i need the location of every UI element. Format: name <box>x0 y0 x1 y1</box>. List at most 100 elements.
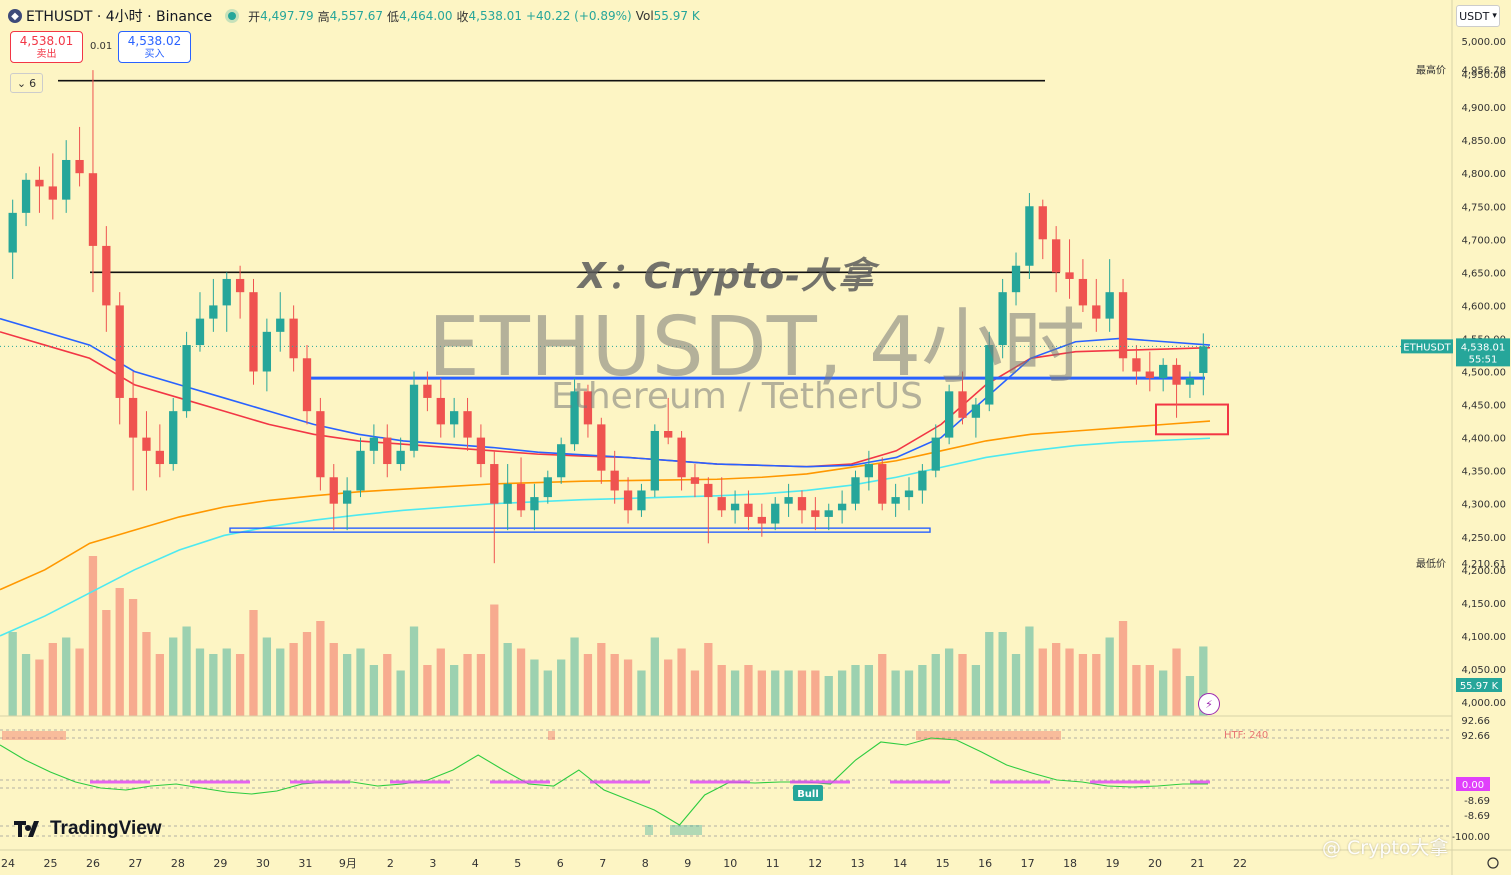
tradingview-logo-icon <box>14 821 39 837</box>
osc-zone <box>2 731 66 740</box>
candle <box>396 450 405 465</box>
symbol-title[interactable]: ETHUSDT · 4小时 · Binance <box>26 9 213 25</box>
volume-bar <box>62 637 71 716</box>
volume-bar <box>450 665 459 716</box>
volume-bar <box>195 648 205 716</box>
candle <box>516 483 526 511</box>
buy-button[interactable]: 4,538.02 买入 <box>118 31 191 63</box>
candle <box>463 411 472 438</box>
volume-bar <box>811 670 820 716</box>
time-tick: 16 <box>978 857 992 870</box>
candle <box>971 404 981 418</box>
volume-bar <box>998 632 1007 716</box>
volume-bar <box>128 599 138 716</box>
time-tick: 10 <box>723 857 737 870</box>
volume-bar <box>75 648 84 716</box>
price-tick: 4,050.00 <box>1461 665 1506 676</box>
time-tick: 15 <box>936 857 950 870</box>
volume-bar <box>209 654 218 716</box>
low-label: 低 <box>387 9 400 24</box>
candle <box>62 159 71 200</box>
candle <box>142 437 151 451</box>
volume-bar <box>48 643 57 716</box>
bull-badge <box>793 785 823 801</box>
indicator-collapse-button[interactable]: ⌄ 6 <box>10 73 43 93</box>
volume-bar <box>155 654 164 716</box>
volume-bar <box>342 654 352 716</box>
change-value: +40.22 (+0.89%) <box>525 9 632 23</box>
volume-bar <box>530 659 539 716</box>
candle <box>1092 305 1101 319</box>
volume-bar <box>690 670 700 716</box>
time-tick: 8 <box>642 857 649 870</box>
candle <box>1118 292 1128 359</box>
price-tick: 4,450.00 <box>1461 401 1506 412</box>
candle <box>931 437 940 471</box>
close-value: 4,538.01 <box>468 9 522 23</box>
volume-bar <box>490 604 499 716</box>
time-tick: 26 <box>86 857 100 870</box>
volume-bar <box>1118 621 1128 716</box>
currency-selector[interactable]: USDT ▾ <box>1456 5 1500 27</box>
candle <box>784 497 793 504</box>
last-symbol-text: ETHUSDT <box>1403 342 1451 353</box>
volume-bar <box>1172 648 1181 716</box>
volume-bar <box>771 670 780 716</box>
high-label: 高 <box>317 9 330 24</box>
volume-bar <box>730 670 740 716</box>
volume-badge-text: 55.97 K <box>1460 681 1499 692</box>
volume-bars <box>8 556 1208 716</box>
chevron-down-icon: ▾ <box>1492 11 1497 21</box>
volume-bar <box>824 676 833 716</box>
volume-bar <box>235 654 245 716</box>
candle <box>811 510 820 517</box>
volume-bar <box>356 648 365 716</box>
candle <box>88 173 98 246</box>
open-value: 4,497.79 <box>260 9 314 23</box>
close-label: 收 <box>456 9 469 24</box>
time-tick: 21 <box>1191 857 1205 870</box>
open-label: 开 <box>248 9 261 24</box>
highlight-box <box>1155 403 1229 436</box>
volume-bar <box>837 670 847 716</box>
volume-bar <box>597 643 606 716</box>
volume-bar <box>1185 676 1195 716</box>
sell-label: 卖出 <box>36 49 57 60</box>
osc-zone <box>916 731 1061 740</box>
candles <box>8 70 1208 564</box>
candle <box>530 497 539 511</box>
countdown-text: 55:51 <box>1469 354 1498 365</box>
price-tick: 4,500.00 <box>1461 368 1506 379</box>
vol-label: Vol <box>635 9 654 23</box>
candle <box>998 292 1007 346</box>
price-tick: 4,700.00 <box>1461 235 1506 246</box>
volume-bar <box>704 643 713 716</box>
volume-bar <box>851 665 860 716</box>
volume-bar <box>222 648 231 716</box>
volume-bar <box>650 637 659 716</box>
sell-button[interactable]: 4,538.01 卖出 <box>10 31 83 63</box>
price-tick: 4,950.00 <box>1461 70 1506 81</box>
osc-tick: -8.69 <box>1464 796 1490 807</box>
candle <box>744 503 753 517</box>
candle <box>209 305 218 319</box>
osc-tick: 92.66 <box>1461 731 1490 742</box>
volume-bar <box>557 659 566 716</box>
volume-bar <box>971 665 981 716</box>
osc-tick: -100.00 <box>1451 832 1490 843</box>
volume-bar <box>1105 637 1114 716</box>
volume-bar <box>423 665 432 716</box>
candle <box>771 503 780 524</box>
volume-bar <box>503 643 512 716</box>
lightning-icon[interactable]: ⚡ <box>1198 693 1220 715</box>
tradingview-logo[interactable]: TradingView <box>14 818 162 840</box>
volume-bar <box>1132 665 1141 716</box>
time-tick: 14 <box>893 857 907 870</box>
osc-line <box>0 737 1208 826</box>
high-price-label: 最高价 <box>1416 64 1446 77</box>
candle <box>985 345 994 405</box>
time-tick: 18 <box>1063 857 1077 870</box>
candle <box>48 186 57 200</box>
last-symbol-badge <box>1401 339 1453 354</box>
